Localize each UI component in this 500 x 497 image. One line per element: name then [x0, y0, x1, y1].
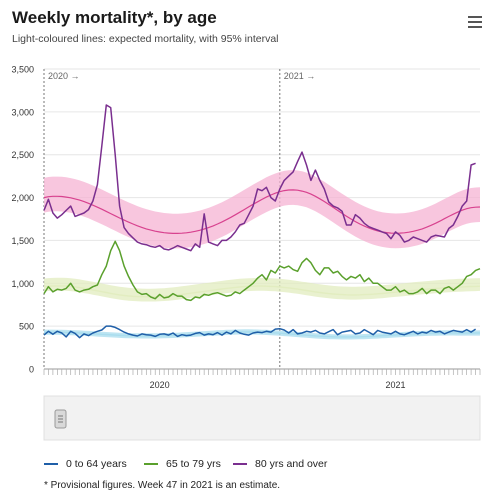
legend-label: 80 yrs and over: [255, 458, 328, 470]
navigator-strip: [43, 395, 481, 441]
observed-series-line: [43, 240, 481, 302]
y-tick-label: 2,000: [11, 193, 34, 203]
menu-bar: [468, 16, 482, 19]
chart-title: Weekly mortality*, by age: [12, 8, 217, 27]
expected-band: [44, 277, 480, 302]
menu-bar: [468, 25, 482, 29]
y-tick-label: 2,500: [11, 150, 34, 160]
expected-band: [44, 170, 480, 249]
expected-line: [43, 285, 481, 298]
y-tick-label: 3,500: [11, 65, 34, 75]
footnote: * Provisional figures. Week 47 in 2021 i…: [44, 480, 281, 491]
legend-swatch: [144, 462, 158, 466]
legend-label: 0 to 64 years: [66, 458, 127, 470]
y-tick-label: 0: [29, 365, 34, 375]
legend-item-80-plus[interactable]: 80 yrs and over: [233, 458, 327, 470]
menu-bar: [468, 20, 482, 24]
legend-swatch: [44, 462, 58, 466]
expected-line: [43, 189, 481, 234]
x-category-label: 2020: [150, 380, 170, 390]
legend-swatch: [233, 462, 247, 466]
hamburger-menu-icon[interactable]: [468, 16, 482, 29]
legend-item-0-to-64[interactable]: 0 to 64 years: [44, 458, 127, 470]
weekly-mortality-chart: 0 500 1,000 1,500 2,000 2,500 3,000 3,500 2020 →…: [11, 65, 481, 441]
x-category-label: 2021: [385, 380, 405, 390]
legend-label: 65 to 79 yrs: [166, 458, 221, 470]
observed-series-line: [43, 325, 477, 339]
observed-series-line: [43, 104, 476, 252]
y-tick-label: 3,000: [11, 107, 34, 117]
legend-item-65-to-79[interactable]: 65 to 79 yrs: [144, 458, 221, 470]
y-tick-label: 1,000: [11, 279, 34, 289]
y-tick-label: 1,500: [11, 236, 34, 246]
y-tick-label: 500: [19, 322, 34, 332]
chart-subtitle: Light-coloured lines: expected mortality…: [12, 33, 279, 45]
period-marker-label: 2021 →: [284, 71, 316, 81]
period-marker-label: 2020 →: [48, 71, 80, 81]
